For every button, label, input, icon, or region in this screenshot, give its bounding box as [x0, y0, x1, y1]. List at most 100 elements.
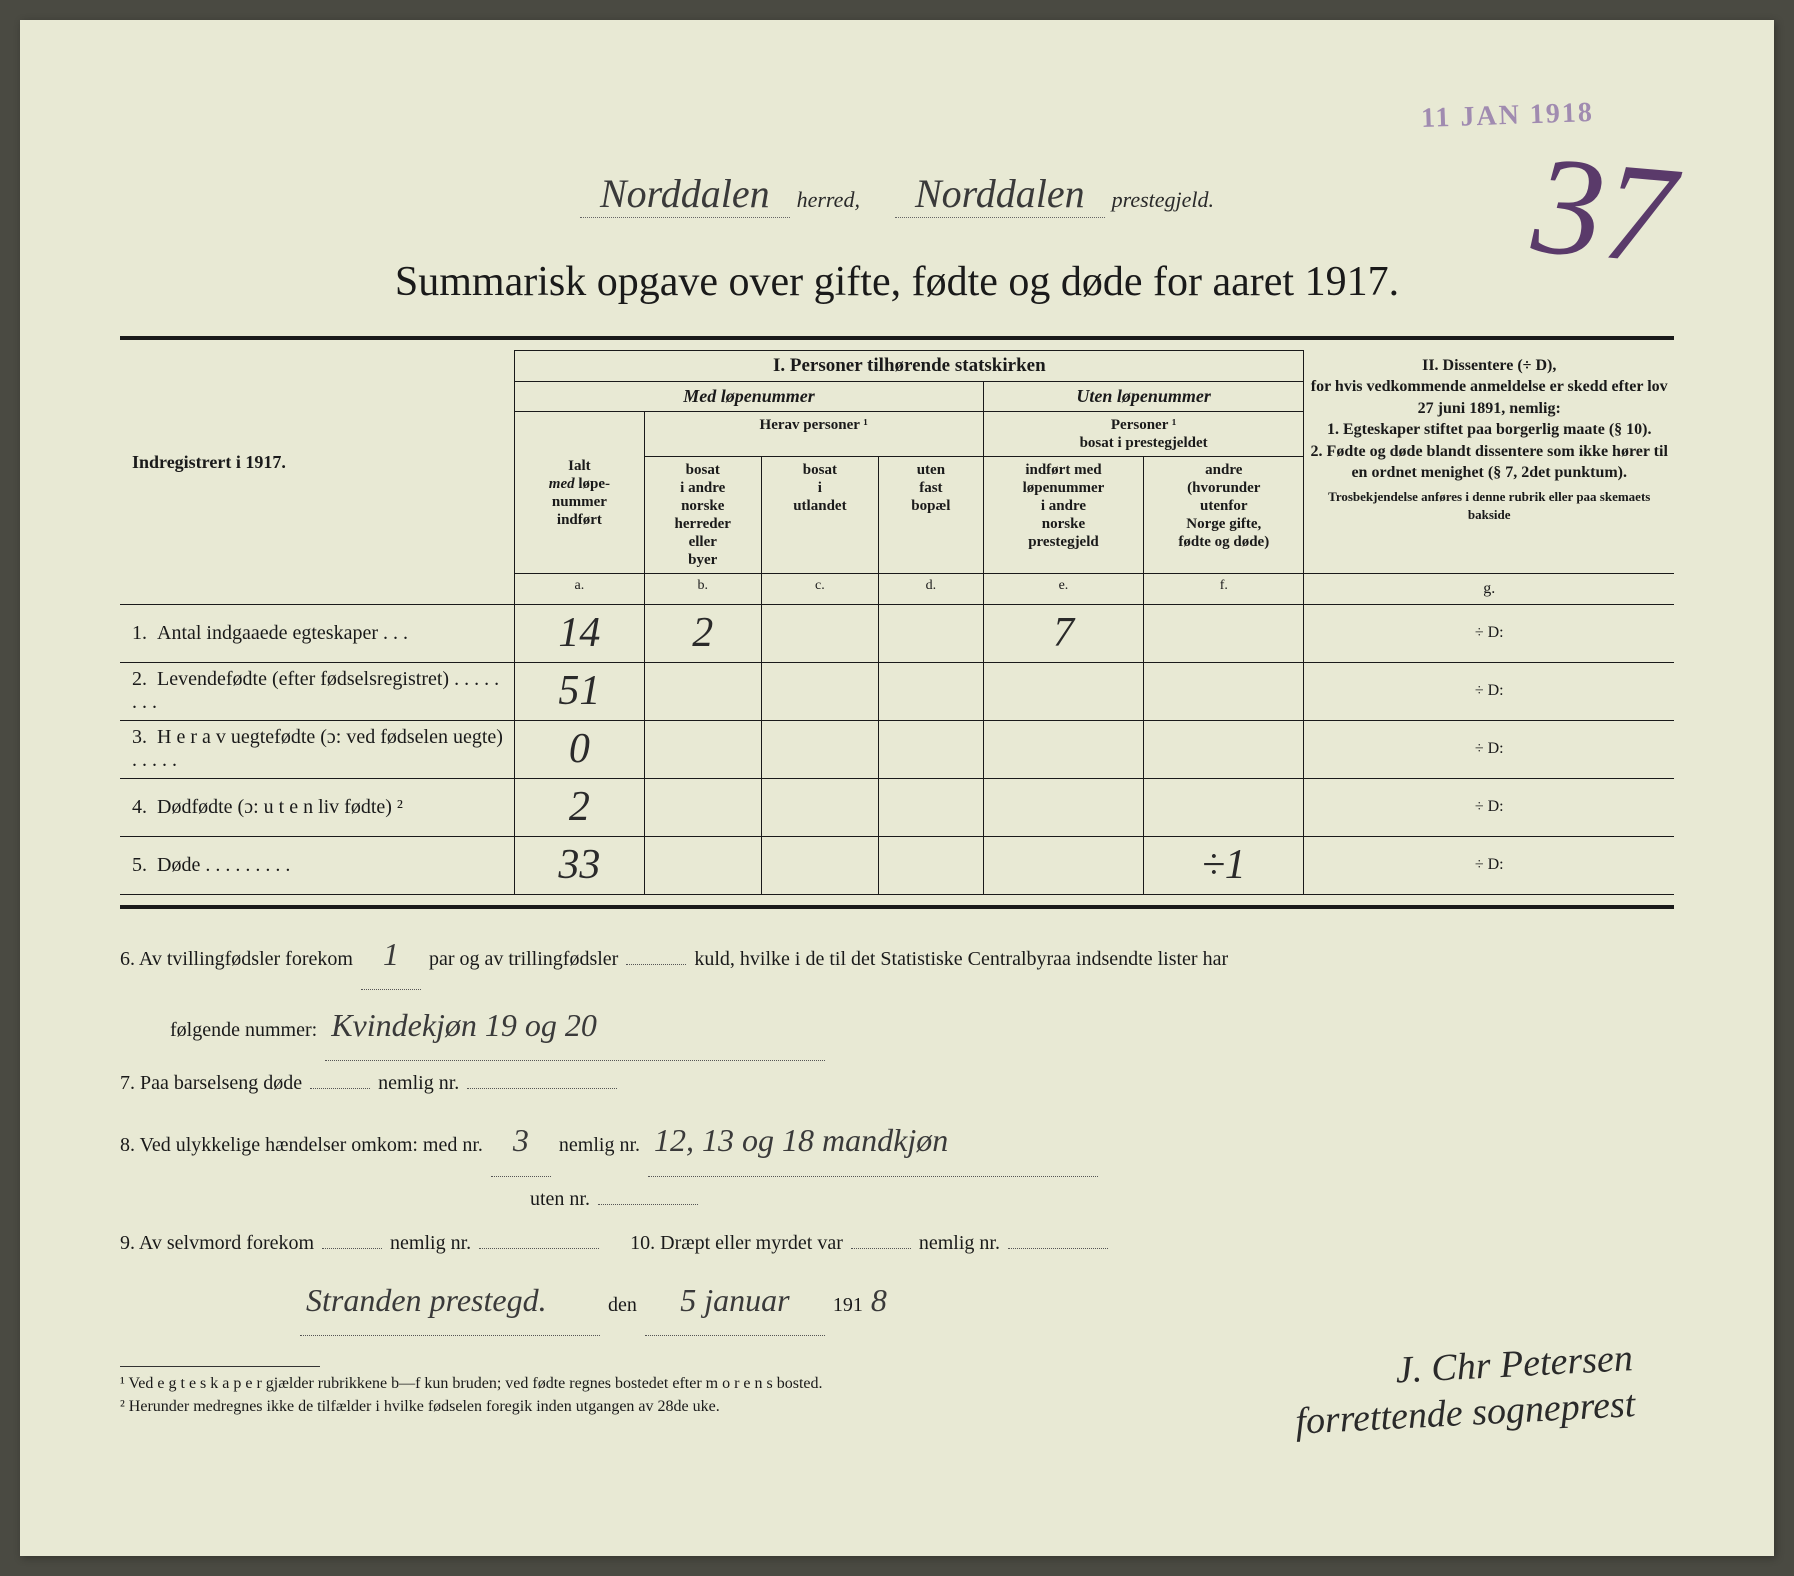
col-letter-d: d.: [878, 574, 983, 605]
cell-d: [878, 604, 983, 662]
cell-e: [983, 778, 1143, 836]
col-d-header: utenfastbopæl: [878, 457, 983, 574]
line7-b: nemlig nr.: [378, 1061, 459, 1105]
summary-table: Indregistrert i 1917. I. Personer tilhør…: [120, 350, 1674, 895]
cell-d: [878, 836, 983, 894]
row-label: 4. Dødfødte (ɔ: u t e n liv fødte) ²: [120, 778, 515, 836]
year-suffix: 8: [871, 1265, 887, 1335]
cell-a: 0: [515, 720, 645, 778]
cell-d: [878, 662, 983, 720]
blank-corner: [120, 574, 515, 605]
row-label: 1. Antal indgaaede egteskaper . . .: [120, 604, 515, 662]
col-letter-e: e.: [983, 574, 1143, 605]
line8-c: uten nr.: [530, 1177, 590, 1221]
cell-c: [761, 778, 878, 836]
med-lopenummer-header: Med løpenummer: [515, 382, 984, 412]
cell-e: [983, 662, 1143, 720]
herred-value: Norddalen: [580, 170, 790, 218]
col-letter-f: f.: [1144, 574, 1304, 605]
cell-a: 14: [515, 604, 645, 662]
line9-v: [322, 1248, 382, 1249]
accident-numbers: 12, 13 og 18 mandkjøn: [648, 1105, 1098, 1176]
col-c-header: bosatiutlandet: [761, 457, 878, 574]
line6-b: par og av trillingfødsler: [429, 937, 618, 981]
table-row: 5. Døde . . . . . . . . .33 ÷1÷ D:: [120, 836, 1674, 894]
cell-c: [761, 836, 878, 894]
twin-count: 1: [361, 919, 421, 990]
table-row: 1. Antal indgaaede egteskaper . . .142 7 ÷…: [120, 604, 1674, 662]
cell-b: [644, 720, 761, 778]
cell-f: [1144, 720, 1304, 778]
col-f-header: andre(hvorunderutenforNorge gifte,fødte …: [1144, 457, 1304, 574]
document-page: 11 JAN 1918 37 Norddalen herred, Norddal…: [20, 20, 1774, 1556]
cell-e: 7: [983, 604, 1143, 662]
line7-a: 7. Paa barselseng døde: [120, 1061, 302, 1105]
cell-a: 51: [515, 662, 645, 720]
col-letter-c: c.: [761, 574, 878, 605]
section-2-header: II. Dissentere (÷ D), for hvis vedkommen…: [1304, 351, 1674, 574]
line7-v2: [467, 1088, 617, 1089]
page-number-stamp: 37: [1527, 124, 1680, 297]
dissenter-body: for hvis vedkommende anmeldelse er skedd…: [1310, 376, 1668, 484]
rule-bottom: [120, 905, 1674, 909]
cell-g: ÷ D:: [1304, 720, 1674, 778]
line10-v2: [1008, 1248, 1108, 1249]
table-row: 3. H e r a v uegtefødte (ɔ: ved fødselen…: [120, 720, 1674, 778]
row-label: 3. H e r a v uegtefødte (ɔ: ved fødselen…: [120, 720, 515, 778]
header-line: Norddalen herred, Norddalen prestegjeld.: [120, 170, 1674, 218]
table-row: 2. Levendefødte (efter fødselsregistret)…: [120, 662, 1674, 720]
cell-b: 2: [644, 604, 761, 662]
line6-a: 6. Av tvillingfødsler forekom: [120, 937, 353, 981]
signature-block: J. Chr Petersen forrettende sogneprest: [1292, 1336, 1636, 1445]
cell-g: ÷ D:: [1304, 778, 1674, 836]
prestegjeld-label: prestegjeld.: [1112, 187, 1214, 212]
dissenter-note: Trosbekjendelse anføres i denne rubrik e…: [1310, 488, 1668, 523]
uten-lopenummer-header: Uten løpenummer: [983, 382, 1304, 412]
prestegjeld-value: Norddalen: [895, 170, 1105, 218]
cell-b: [644, 662, 761, 720]
line8-b: nemlig nr.: [559, 1123, 640, 1167]
dissenter-title: II. Dissentere (÷ D),: [1310, 355, 1668, 377]
cell-f: [1144, 604, 1304, 662]
cell-e: [983, 720, 1143, 778]
place-signed: Stranden prestegd.: [300, 1265, 600, 1336]
cell-e: [983, 836, 1143, 894]
line7-v: [310, 1088, 370, 1089]
rule-top: [120, 336, 1674, 340]
col-letter-b: b.: [644, 574, 761, 605]
line9-b: nemlig nr.: [390, 1221, 471, 1265]
line6-c: kuld, hvilke i de til det Statistiske Ce…: [694, 937, 1228, 981]
cell-d: [878, 720, 983, 778]
row-label: 5. Døde . . . . . . . . .: [120, 836, 515, 894]
lower-section: 6. Av tvillingfødsler forekom 1 par og a…: [120, 919, 1674, 1337]
twin-numbers: Kvindekjøn 19 og 20: [325, 990, 825, 1061]
cell-f: [1144, 662, 1304, 720]
section-1-header: I. Personer tilhørende statskirken: [515, 351, 1304, 382]
herred-label: herred,: [797, 187, 860, 212]
col-letter-g: g.: [1304, 574, 1674, 605]
cell-a: 2: [515, 778, 645, 836]
line10-v: [851, 1248, 911, 1249]
line9-v2: [479, 1248, 599, 1249]
cell-g: ÷ D:: [1304, 836, 1674, 894]
cell-c: [761, 604, 878, 662]
document-title: Summarisk opgave over gifte, fødte og dø…: [120, 258, 1674, 306]
cell-g: ÷ D:: [1304, 662, 1674, 720]
line8-a: 8. Ved ulykkelige hændelser omkom: med n…: [120, 1123, 483, 1167]
cell-g: ÷ D:: [1304, 604, 1674, 662]
triplet-count: [626, 964, 686, 965]
den-label: den: [608, 1283, 637, 1327]
cell-f: ÷1: [1144, 836, 1304, 894]
cell-f: [1144, 778, 1304, 836]
cell-a: 33: [515, 836, 645, 894]
line9-a: 9. Av selvmord forekom: [120, 1221, 314, 1265]
cell-b: [644, 836, 761, 894]
cell-c: [761, 662, 878, 720]
line8-uten: [598, 1204, 698, 1205]
col-e-header: indført medløpenummeri andrenorskepreste…: [983, 457, 1143, 574]
year-prefix: 191: [833, 1283, 863, 1327]
personer-bosat-header: Personer ¹bosat i prestegjeldet: [983, 412, 1304, 457]
table-row: 4. Dødfødte (ɔ: u t e n liv fødte) ²2 ÷ D…: [120, 778, 1674, 836]
line10-b: nemlig nr.: [919, 1221, 1000, 1265]
cell-d: [878, 778, 983, 836]
